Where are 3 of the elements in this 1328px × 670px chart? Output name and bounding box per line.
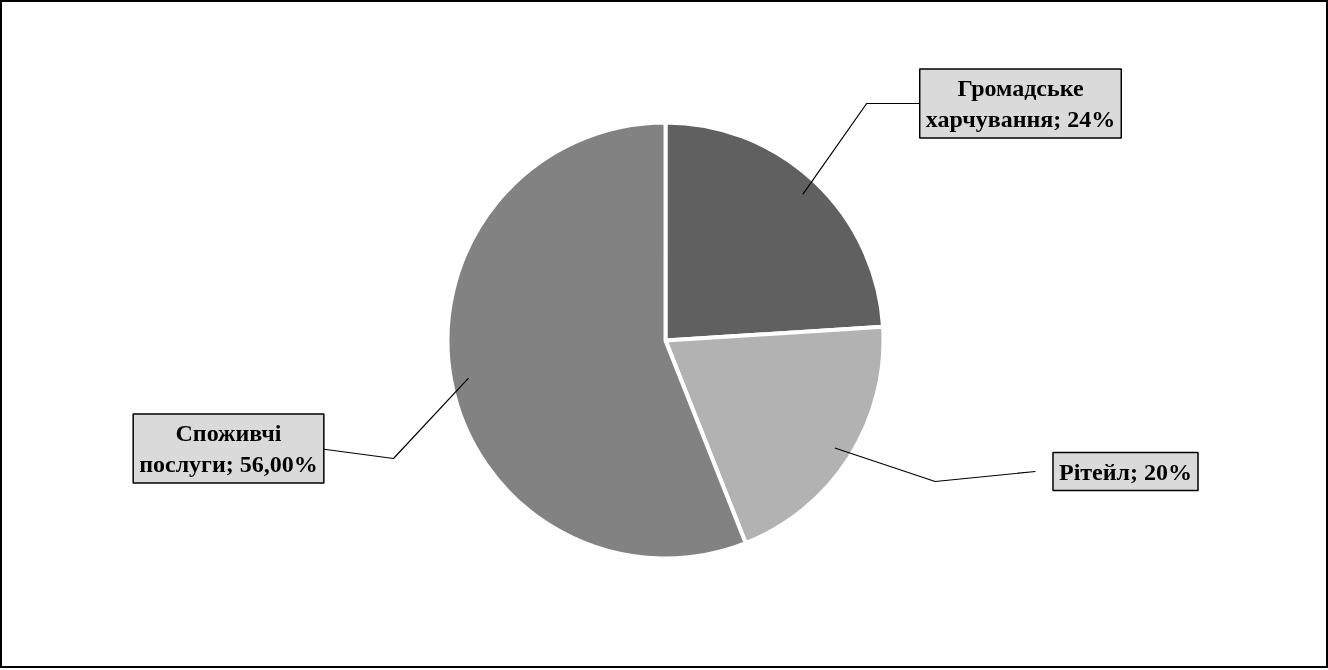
slice-label: Рітейл; 20% xyxy=(1058,458,1193,485)
slice-label: Споживчі послуги; 56,00% xyxy=(139,419,318,478)
slice-label: Громадське харчування; 24% xyxy=(925,74,1116,133)
